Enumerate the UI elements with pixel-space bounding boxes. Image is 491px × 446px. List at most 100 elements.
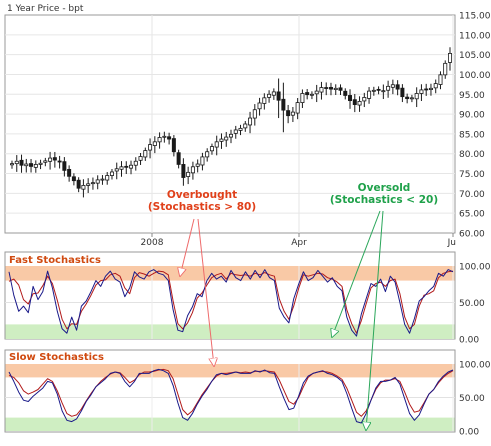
price-candle-body — [438, 74, 443, 85]
price-candle-body — [419, 89, 424, 94]
price-candle-body — [114, 168, 119, 172]
price-candle-body — [400, 87, 405, 98]
price-y-tick-label: 80.00 — [459, 150, 485, 160]
price-candle-body — [219, 138, 224, 142]
price-candle-body — [43, 160, 48, 163]
overbought-annotation-line2: (Stochastics > 80) — [148, 201, 256, 213]
price-candle-body — [176, 152, 181, 165]
price-gridlines — [5, 15, 455, 233]
price-candle-body — [181, 164, 186, 178]
price-candle-body — [57, 160, 62, 163]
slow-stochastics-lines — [8, 368, 454, 424]
price-candle-body — [162, 135, 167, 138]
price-candle-body — [376, 88, 381, 91]
price-candle-body — [314, 90, 319, 95]
fast-stochastics-d-line — [8, 269, 454, 337]
price-candle-body — [119, 166, 124, 170]
oversold-annotation-line2: (Stochastics < 20) — [330, 194, 438, 206]
price-chart-title: 1 Year Price - bpt — [7, 4, 84, 14]
price-candle-body — [133, 160, 138, 166]
price-candle-body — [390, 84, 395, 88]
price-candle-body — [143, 150, 148, 158]
price-candle-body — [290, 111, 295, 116]
fast-stochastics-y-tick-label: 100.00 — [459, 263, 491, 273]
price-candle-body — [38, 162, 43, 165]
price-candle-body — [414, 93, 419, 100]
price-candle-body — [319, 87, 324, 93]
price-y-tick-labels: 115.00 110.00 105.00 100.00 95.00 90.00 85.00 8… — [459, 12, 491, 240]
price-y-tick-label: 70.00 — [459, 190, 485, 200]
price-candle-body — [205, 151, 210, 158]
price-candle-body — [152, 141, 157, 146]
price-y-tick-label: 90.00 — [459, 111, 485, 121]
price-candle-body — [343, 90, 348, 96]
price-candle-body — [195, 163, 200, 167]
slow-stochastics-y-tick-label: 50.00 — [459, 394, 485, 404]
fast-stochastics-gridlines — [5, 266, 455, 339]
price-y-tick-label: 65.00 — [459, 210, 485, 220]
price-candle-body — [71, 176, 76, 182]
slow-stochastics-band — [5, 364, 455, 378]
price-y-tick-label: 75.00 — [459, 170, 485, 180]
slow-stochastics-y-tick-labels: 100.00 50.00 0.00 — [459, 361, 491, 438]
price-candle-body — [362, 97, 367, 102]
price-y-tick-label: 105.00 — [459, 51, 491, 61]
price-candle-body — [33, 164, 38, 168]
price-candles — [9, 47, 452, 198]
price-candle-body — [62, 161, 67, 171]
fast-stochastics-y-tick-label: 0.00 — [459, 336, 479, 346]
price-candle-body — [309, 93, 314, 96]
price-candle-body — [381, 90, 386, 93]
price-candle-body — [48, 157, 53, 162]
price-candle-body — [100, 178, 105, 181]
price-candle-body — [248, 117, 253, 126]
price-candle-body — [252, 109, 257, 119]
price-y-tick-label: 85.00 — [459, 130, 485, 140]
price-candle-body — [76, 179, 81, 189]
price-candle-body — [262, 97, 267, 104]
overbought-arrow-to-fast — [180, 218, 195, 276]
oversold-arrow-to-slow — [366, 210, 384, 430]
price-candle-body — [352, 99, 357, 105]
slow-stochastics-band — [5, 417, 455, 431]
price-candle-body — [29, 163, 34, 167]
price-candle-body — [348, 95, 353, 102]
price-candle-body — [428, 87, 433, 90]
price-candle-body — [409, 97, 414, 100]
price-candle-body — [243, 123, 248, 129]
slow-stochastics-y-tick-label: 0.00 — [459, 428, 479, 438]
price-candle-body — [443, 62, 448, 76]
price-candle-body — [257, 102, 262, 110]
price-candle-body — [233, 129, 238, 134]
price-y-tick-label: 95.00 — [459, 91, 485, 101]
price-candle-body — [433, 83, 438, 89]
price-candle-body — [9, 163, 14, 166]
price-candle-body — [281, 98, 286, 111]
price-candle-body — [105, 175, 110, 181]
price-panel-frame — [4, 14, 456, 234]
price-candle-body — [228, 133, 233, 138]
price-candle-body — [276, 91, 281, 101]
price-y-tick-label: 115.00 — [459, 12, 491, 22]
fast-stochastics-lines — [8, 269, 454, 337]
price-candle-body — [267, 93, 272, 98]
price-candle-body — [386, 85, 391, 91]
price-candle-body — [224, 136, 229, 141]
price-candle-body — [148, 144, 153, 151]
price-candle-body — [447, 53, 452, 63]
oversold-arrow-to-fast — [332, 210, 381, 337]
price-y-tick-label: 100.00 — [459, 71, 491, 81]
price-y-tick-label: 60.00 — [459, 230, 485, 240]
price-candle-body — [14, 160, 19, 165]
price-candle-body — [129, 164, 134, 169]
price-candle-body — [90, 182, 95, 185]
price-candle-body — [271, 91, 276, 96]
oversold-annotation-line1: Oversold — [358, 182, 411, 194]
price-candle-body — [371, 89, 376, 92]
price-candle-body — [138, 156, 143, 161]
price-candle-body — [238, 127, 243, 131]
price-candle-body — [305, 92, 310, 96]
price-candle-body — [124, 165, 129, 168]
